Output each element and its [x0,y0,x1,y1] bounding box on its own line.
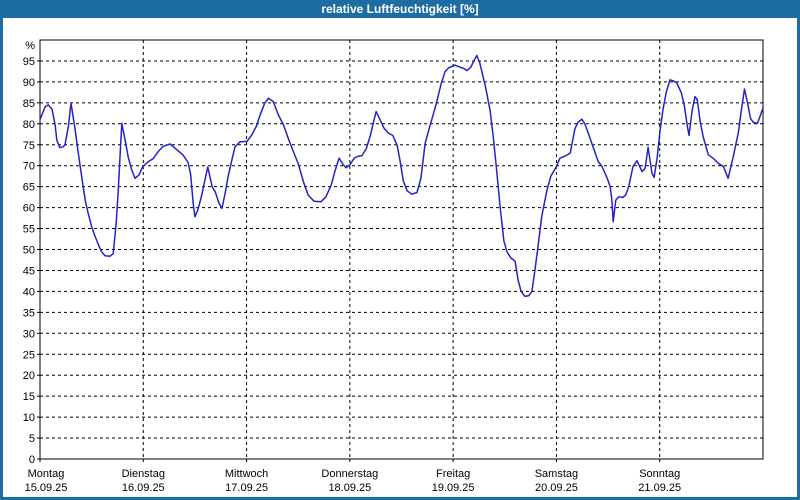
x-day-label: Sonntag [639,468,680,480]
x-day-label: Dienstag [122,468,165,480]
x-day-label: Montag [28,468,65,480]
x-date-label: 16.09.25 [122,482,165,494]
y-tick-label: 80 [23,119,35,131]
x-date-label: 20.09.25 [535,482,578,494]
x-day-label: Mittwoch [225,468,268,480]
x-day-label: Freitag [436,468,470,480]
y-tick-label: 15 [23,391,35,403]
y-tick-label: 85 [23,98,35,110]
x-date-label: 17.09.25 [225,482,268,494]
y-tick-label: 30 [23,328,35,340]
x-day-labels: Montag 15.09.25 Dienstag 16.09.25 Mittwoch 17… [25,468,682,494]
window-frame-bottom [0,497,800,500]
y-tick-label: 65 [23,182,35,194]
humidity-series-polyline [39,54,764,298]
y-tick-label: 55 [23,224,35,236]
y-tick-label: 40 [23,286,35,298]
y-tick-label: 20 [23,370,35,382]
y-tick-label: 90 [23,77,35,89]
y-tick-label: 45 [23,265,35,277]
y-tick-label: 25 [23,349,35,361]
y-tick-label: 75 [23,140,35,152]
y-tick-label: 60 [23,203,35,215]
y-tick-label: 70 [23,161,35,173]
x-date-label: 19.09.25 [432,482,475,494]
gridlines [40,40,763,459]
y-tick-label: 10 [23,412,35,424]
x-day-label: Samstag [535,468,578,480]
window-title-bar[interactable]: relative Luftfeuchtigkeit [%] [0,0,800,18]
y-tick-label: 0 [29,454,35,466]
x-date-label: 18.09.25 [328,482,371,494]
y-tick-labels: 0 5 10 15 20 25 30 35 40 45 50 55 60 65 70 75 80 85 90 95% [23,40,35,466]
series-line [39,54,764,298]
y-tick-label: 50 [23,245,35,257]
window-frame-left [0,18,3,500]
x-date-label: 21.09.25 [638,482,681,494]
window-frame-right [797,18,800,500]
y-tick-label: 35 [23,307,35,319]
y-tick-label: 5 [29,433,35,445]
x-day-label: Donnerstag [321,468,378,480]
y-axis-unit-label: % [25,40,35,52]
window-title: relative Luftfeuchtigkeit [%] [321,2,479,16]
y-tick-label: 95 [23,56,35,68]
x-date-label: 15.09.25 [25,482,68,494]
axes [37,39,764,462]
plot-border [39,39,764,460]
